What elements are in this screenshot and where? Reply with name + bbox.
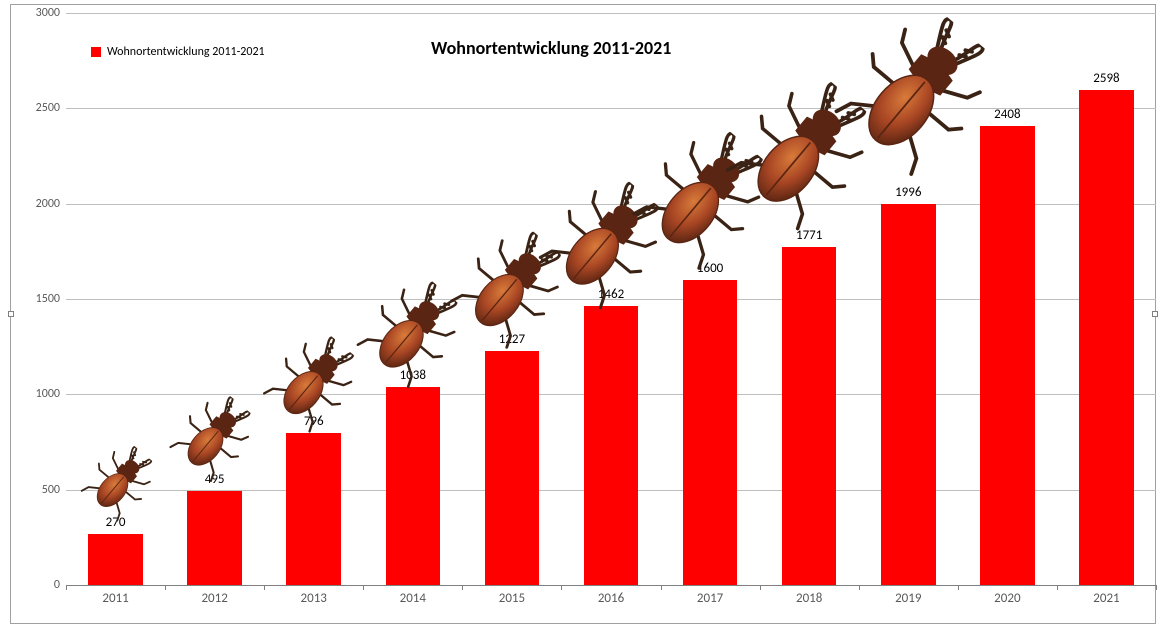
y-axis-label: 2500 <box>36 101 66 115</box>
y-axis-label: 2000 <box>36 197 66 211</box>
x-axis-label: 2013 <box>301 585 327 606</box>
x-axis-label: 2015 <box>499 585 525 606</box>
bar-value-label: 1600 <box>697 261 723 280</box>
bar: 495 <box>187 491 242 585</box>
y-axis-label: 3000 <box>36 6 66 20</box>
x-tick <box>363 585 364 590</box>
bar-value-label: 796 <box>304 414 324 433</box>
bar-value-label: 1771 <box>796 228 822 247</box>
y-axis-label: 1500 <box>36 292 66 306</box>
x-axis-label: 2014 <box>400 585 426 606</box>
bar: 270 <box>88 534 143 585</box>
x-axis-label: 2016 <box>598 585 624 606</box>
x-tick <box>958 585 959 590</box>
bar: 1771 <box>782 247 837 585</box>
gridline <box>66 13 1156 14</box>
resize-handle-left[interactable] <box>8 311 14 317</box>
bar-value-label: 1038 <box>400 368 426 387</box>
bar-value-label: 2408 <box>994 107 1020 126</box>
x-tick <box>760 585 761 590</box>
x-tick <box>1156 585 1157 590</box>
x-axis-label: 2019 <box>895 585 921 606</box>
bar-value-label: 270 <box>106 515 126 534</box>
y-axis-label: 0 <box>54 578 66 592</box>
x-tick <box>859 585 860 590</box>
x-tick <box>661 585 662 590</box>
x-tick <box>66 585 67 590</box>
bar: 1462 <box>584 306 639 585</box>
bar: 1038 <box>386 387 441 585</box>
bar: 1996 <box>881 204 936 585</box>
bar-value-label: 1462 <box>598 287 624 306</box>
bar-value-label: 1227 <box>499 332 525 351</box>
gridline <box>66 108 1156 109</box>
x-axis-label: 2021 <box>1093 585 1119 606</box>
x-tick <box>561 585 562 590</box>
y-axis-label: 1000 <box>36 387 66 401</box>
plot-area: 0500100015002000250030002702011495201279… <box>66 13 1156 585</box>
x-tick <box>1057 585 1058 590</box>
bar-value-label: 2598 <box>1093 71 1119 90</box>
bar: 2408 <box>980 126 1035 585</box>
x-axis-label: 2012 <box>201 585 227 606</box>
x-axis-label: 2018 <box>796 585 822 606</box>
bar: 796 <box>286 433 341 585</box>
y-axis-label: 500 <box>42 483 66 497</box>
x-tick <box>165 585 166 590</box>
bar: 2598 <box>1079 90 1134 585</box>
x-axis-label: 2011 <box>102 585 128 606</box>
x-axis-label: 2017 <box>697 585 723 606</box>
bar-value-label: 1996 <box>895 185 921 204</box>
bar-value-label: 495 <box>205 472 225 491</box>
bar: 1227 <box>485 351 540 585</box>
chart-container: Wohnortentwicklung 2011-2021 Wohnortentw… <box>10 4 1156 624</box>
x-tick <box>264 585 265 590</box>
bar: 1600 <box>683 280 738 585</box>
x-tick <box>462 585 463 590</box>
x-axis-label: 2020 <box>994 585 1020 606</box>
